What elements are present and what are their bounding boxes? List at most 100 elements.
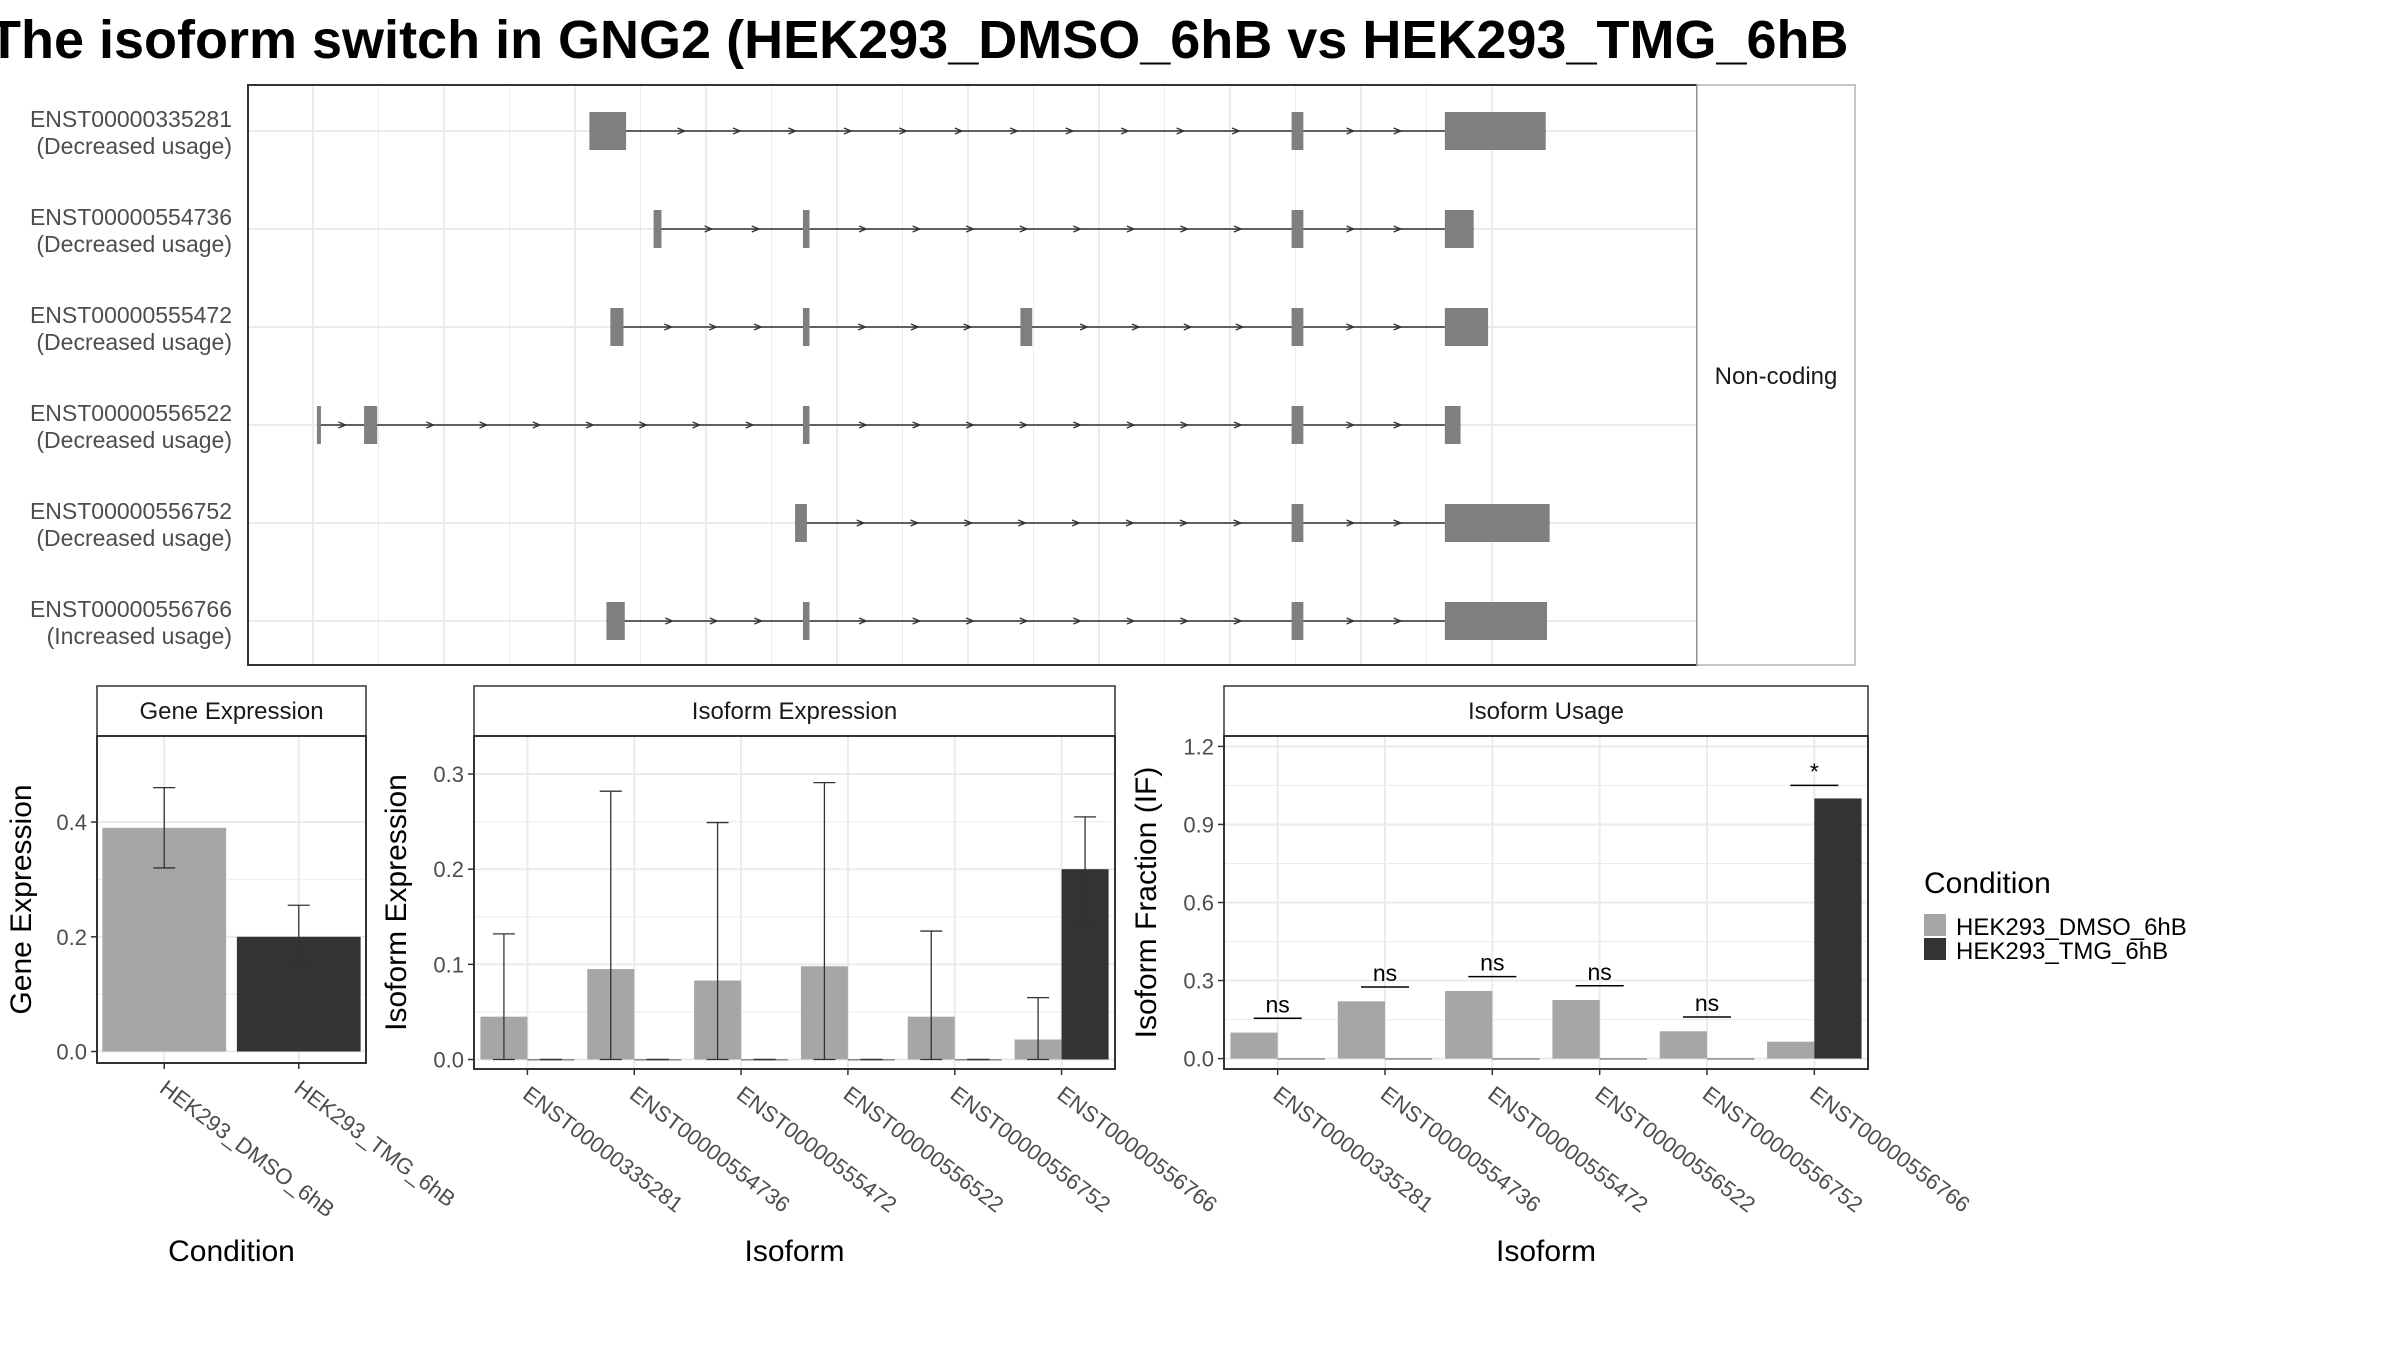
intron-arrow [753,323,763,331]
intron-arrow [1125,519,1135,527]
intron-arrow [1346,519,1356,527]
panel-strip-title: Gene Expression [139,698,323,725]
intron-arrow [1079,323,1089,331]
intron-arrow [964,519,974,527]
exon-block [1291,602,1304,640]
intron-arrow [1346,421,1356,429]
intron-arrow [479,421,489,429]
x-axis-title: Isoform [744,1235,844,1268]
intron-arrow [1019,225,1029,233]
intron-arrow [1393,519,1403,527]
y-tick-label: 0.2 [433,857,464,882]
intron-arrow [965,421,975,429]
legend-key-dmso [1924,914,1946,936]
y-tick-label: 1.2 [1183,734,1214,759]
exon-block [1291,504,1304,542]
intron-arrow [1393,127,1403,135]
panel-strip-title: Isoform Usage [1468,698,1624,725]
legend-label-tmg: HEK293_TMG_6hB [1956,938,2168,965]
bar [1385,1058,1433,1060]
y-tick-label: 0.1 [433,952,464,977]
transcript-id-label: ENST00000556752 [30,498,232,524]
intron-arrow [1071,519,1081,527]
exon-block [1291,210,1304,248]
intron-arrow [338,421,348,429]
legend-title: Condition [1924,867,2051,900]
bar [1230,1032,1278,1059]
exon-block [1020,308,1033,346]
y-tick-label: 0.3 [1183,969,1214,994]
exon-block [1444,504,1550,542]
y-tick-label: 0.0 [433,1047,464,1072]
intron-arrow [665,617,675,625]
transcript-id-label: ENST00000556766 [30,596,232,622]
significance-label: ns [1480,950,1504,976]
intron-arrow [899,127,909,135]
y-tick-label: 0.6 [1183,891,1214,916]
intron-arrow [965,617,975,625]
structure-plot-background [248,85,1697,665]
intron-arrow [1346,225,1356,233]
intron-arrow [1019,617,1029,625]
legend-label-dmso: HEK293_DMSO_6hB [1956,914,2187,941]
exon-block [1291,406,1304,444]
intron-arrow [1073,225,1083,233]
intron-arrow [677,127,687,135]
x-axis-title: Isoform [1496,1235,1596,1268]
intron-arrow [1120,127,1130,135]
bar [1707,1058,1755,1060]
exon-block [802,406,810,444]
intron-arrow [912,421,922,429]
intron-arrow [1073,421,1083,429]
exon-block [316,406,321,444]
intron-arrow [1065,127,1075,135]
intron-arrow [788,127,798,135]
y-axis-title: Gene Expression [5,784,38,1014]
intron-arrow [532,421,542,429]
intron-arrow [1126,617,1136,625]
intron-arrow [664,323,674,331]
y-tick-label: 0.9 [1183,812,1214,837]
intron-arrow [856,519,866,527]
intron-arrow [912,225,922,233]
intron-arrow [1231,127,1241,135]
figure-title: The isoform switch in GNG2 (HEK293_DMSO_… [0,10,1849,70]
intron-arrow [1180,617,1190,625]
intron-arrow [910,519,920,527]
intron-arrow [692,421,702,429]
intron-arrow [1126,421,1136,429]
intron-arrow [1073,617,1083,625]
intron-arrow [709,617,719,625]
bar [1552,1000,1600,1059]
transcript-usage-label: (Decreased usage) [36,427,232,453]
y-tick-label: 0.0 [1183,1047,1214,1072]
panel-border [473,735,1116,1070]
exon-block [1444,602,1548,640]
facet-strip [1696,84,1856,666]
significance-label: * [1810,758,1819,784]
panel-background [474,736,1115,1069]
intron-arrow [1233,617,1243,625]
intron-arrow [910,323,920,331]
bar [1277,1058,1325,1060]
condition-legend: Condition HEK293_DMSO_6hB HEK293_TMG_6hB [1924,867,2187,965]
exon-block [1444,112,1546,150]
intron-arrow [1131,323,1141,331]
transcript-id-label: ENST00000554736 [30,204,232,230]
intron-arrow [1018,519,1028,527]
bar [1659,1031,1707,1059]
intron-arrow [1019,421,1029,429]
intron-arrow [1126,225,1136,233]
isoform-expression-panel: Isoform Expression0.00.10.20.3ENST000003… [380,685,1222,1268]
intron-arrow [1233,421,1243,429]
facet-strip-label: Non-coding [1715,363,1838,390]
exon-block [802,308,810,346]
legend-key-tmg [1924,938,1946,960]
exon-block [802,602,810,640]
exon-block [1444,210,1474,248]
intron-arrow [1393,323,1403,331]
intron-arrow [1235,323,1245,331]
intron-arrow [843,127,853,135]
intron-arrow [1233,519,1243,527]
x-axis-title: Condition [168,1235,295,1268]
